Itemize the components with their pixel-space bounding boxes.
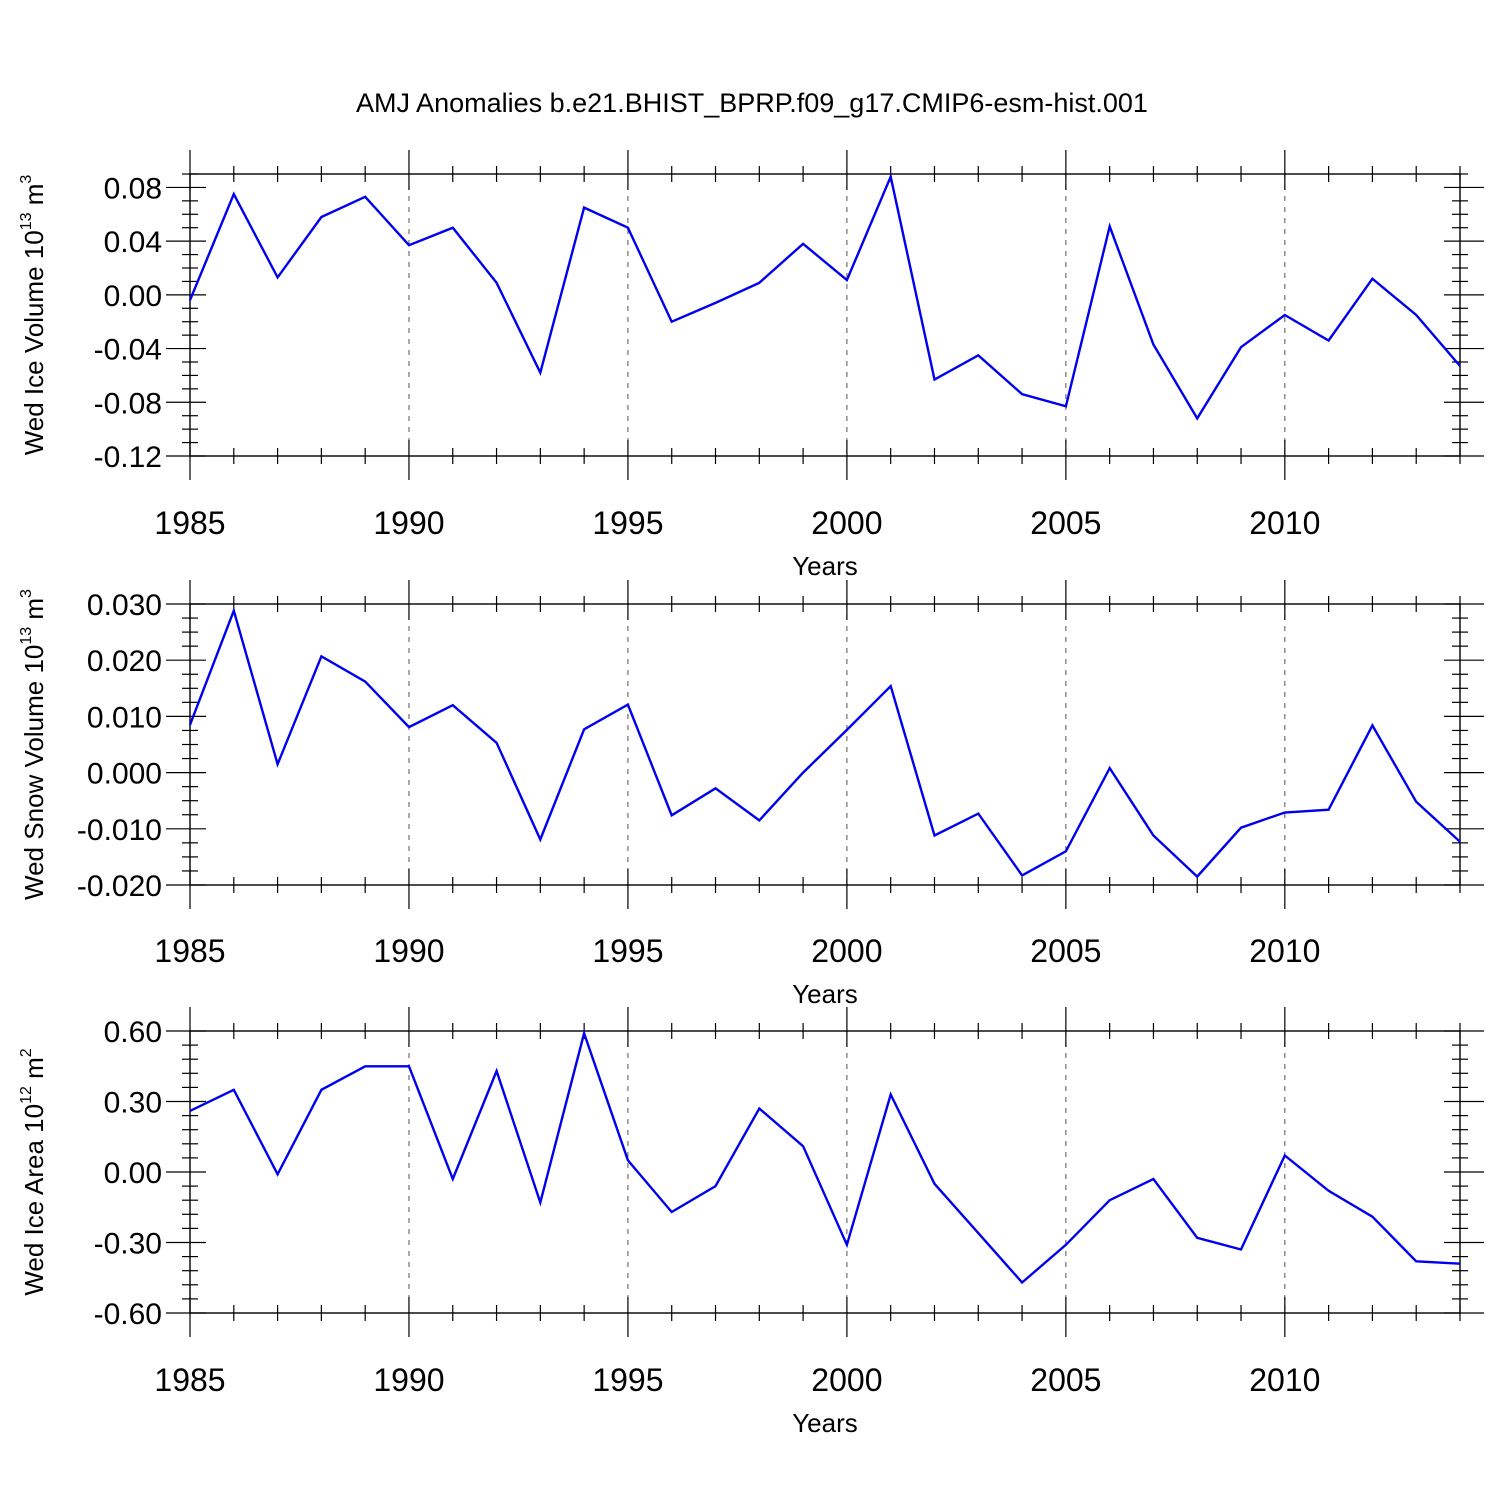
panels: -0.12 -0.08 -0.04 0.00 0.04 0.08 1985 1990 1995 2… [18,150,1484,1438]
x-tick-label: 2010 [1249,1362,1320,1398]
y-tick-label: 0.08 [104,172,162,205]
y-axis-label: Wed Snow Volume 1013 m3 [18,589,49,900]
x-axis-label: Years [792,1408,858,1438]
y-tick-label: 0.000 [87,758,162,791]
y-tick-label: 0.04 [104,226,162,259]
y-axis-label-unit: m [19,184,49,213]
x-axis-label: Years [792,979,858,1009]
y-axis-label-exponent: 13 [18,627,35,645]
y-axis-label-text: Wed Ice Volume 10 [19,230,49,455]
y-tick-label: -0.30 [94,1228,162,1261]
y-tick-label: -0.020 [77,870,162,903]
y-axis-label-unit-exponent: 2 [18,1048,35,1057]
x-tick-label: 2000 [811,933,882,969]
y-tick-label: 0.30 [104,1087,162,1120]
panel-1: -0.12 -0.08 -0.04 0.00 0.04 0.08 1985 1990 1995 2… [18,150,1484,581]
x-tick-label: 1990 [373,933,444,969]
panel-2: -0.020 -0.010 0.000 0.010 0.020 0.030 1985 1990… [18,580,1484,1009]
plot-frame [189,603,1461,886]
x-tick-label: 2005 [1030,1362,1101,1398]
y-axis-label: Wed Ice Area 1012 m2 [18,1048,49,1295]
x-tick-label: 1985 [154,933,225,969]
y-tick-label: -0.60 [94,1298,162,1331]
y-tick-label: 0.020 [87,645,162,678]
series-line [188,172,1461,421]
plot-frame [189,173,1461,457]
x-axis-label: Years [792,551,858,581]
y-axis-label-unit-exponent: 3 [18,589,35,598]
plot-frame [189,1030,1461,1314]
y-tick-label: 0.00 [104,1157,162,1190]
y-axis-label-unit: m [19,1057,49,1086]
y-tick-label: -0.08 [94,387,162,420]
y-tick-label: -0.04 [94,334,162,367]
x-tick-label: 1995 [592,933,663,969]
x-tick-label: 2000 [811,1362,882,1398]
y-axis-label-exponent: 13 [18,212,35,230]
series-line [189,1029,1461,1285]
panel-3: -0.60 -0.30 0.00 0.30 0.60 1985 1990 1995 2000 20… [18,1007,1484,1438]
x-tick-label: 1990 [373,1362,444,1398]
x-tick-label: 1990 [373,505,444,541]
y-tick-label: 0.030 [87,589,162,622]
chart-title: AMJ Anomalies b.e21.BHIST_BPRP.f09_g17.C… [356,88,1148,118]
y-tick-label: -0.010 [77,814,162,847]
x-tick-label: 2000 [811,505,882,541]
x-tick-label: 2005 [1030,505,1101,541]
y-tick-label: 0.010 [87,701,162,734]
y-tick-label: -0.12 [94,441,162,474]
series-line [188,606,1461,879]
y-axis-label-unit-exponent: 3 [18,175,35,184]
y-axis-label-text: Wed Ice Area 10 [19,1104,49,1296]
y-axis-label: Wed Ice Volume 1013 m3 [18,175,49,456]
y-axis-label-exponent: 12 [18,1086,35,1104]
x-tick-label: 2010 [1249,505,1320,541]
y-axis-label-unit: m [19,598,49,627]
y-axis-label-text: Wed Snow Volume 10 [19,645,49,900]
x-tick-label: 2010 [1249,933,1320,969]
y-tick-label: 0.00 [104,280,162,313]
x-tick-label: 2005 [1030,933,1101,969]
y-tick-label: 0.60 [104,1016,162,1049]
x-tick-label: 1995 [592,1362,663,1398]
x-tick-label: 1985 [154,505,225,541]
x-tick-label: 1985 [154,1362,225,1398]
x-tick-label: 1995 [592,505,663,541]
